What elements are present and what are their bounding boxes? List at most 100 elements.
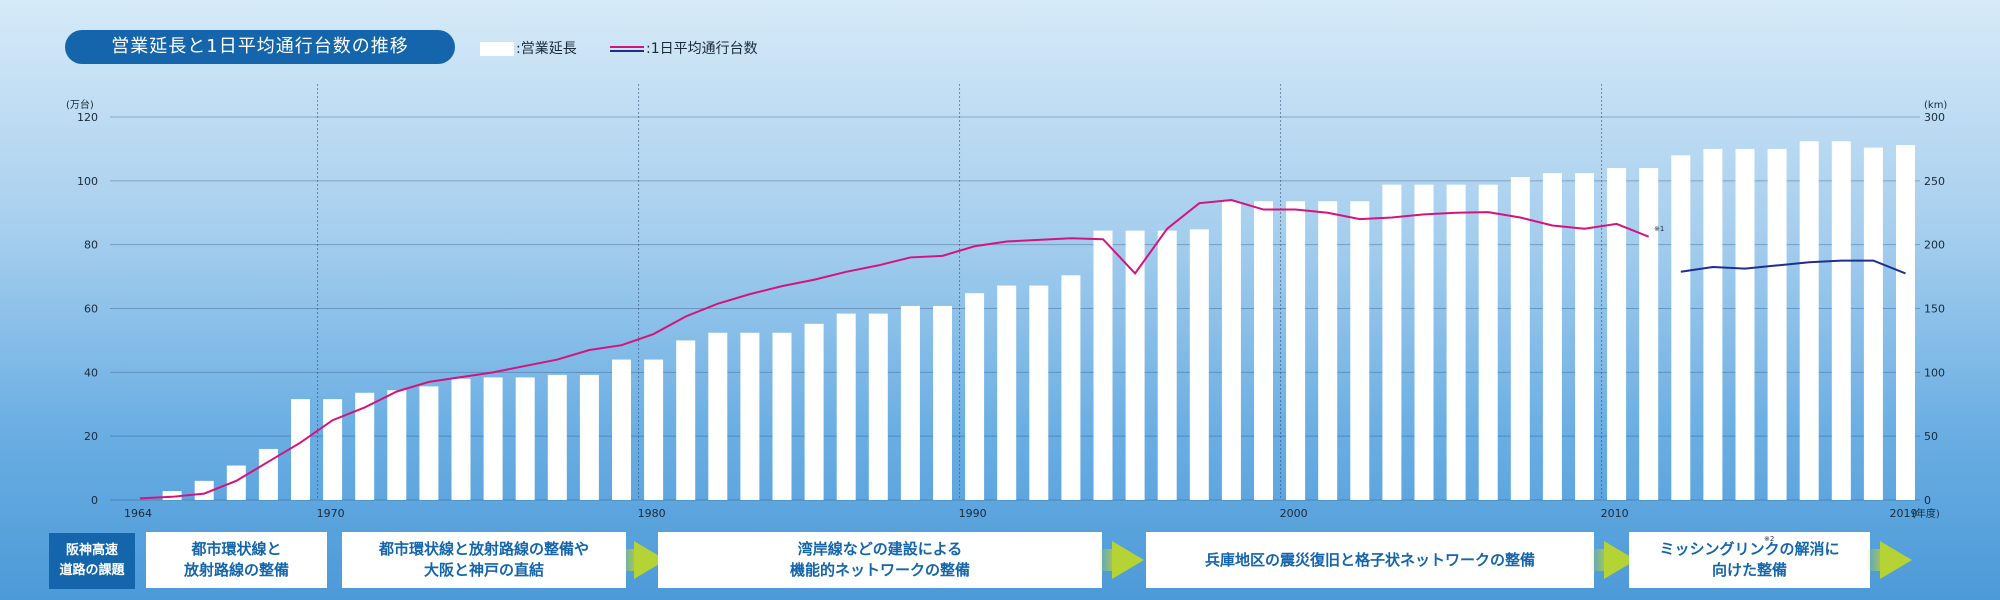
line-swatch-icon bbox=[610, 46, 644, 52]
bar bbox=[547, 374, 567, 500]
bar bbox=[1831, 141, 1851, 501]
bar bbox=[579, 374, 599, 500]
bar bbox=[1671, 155, 1691, 501]
legend-line: :1日平均通行台数 bbox=[610, 38, 758, 58]
bar bbox=[419, 386, 439, 500]
left-axis-tick-label: 120 bbox=[77, 111, 98, 124]
bar bbox=[194, 480, 214, 500]
x-axis-ticks: 1964 1970 1980 1990 2000 2010 2019 bbox=[124, 507, 1918, 520]
right-axis-tick-label: 250 bbox=[1924, 175, 1945, 188]
issues-label: 阪神高速 道路の課題 bbox=[49, 533, 135, 589]
bar bbox=[1125, 230, 1145, 500]
bar bbox=[515, 377, 535, 500]
x-axis-tick-label: 2019 bbox=[1890, 507, 1918, 520]
x-axis-tick-label: 2010 bbox=[1601, 507, 1629, 520]
x-axis-tick-label: 1970 bbox=[317, 507, 345, 520]
right-axis-tick-label: 150 bbox=[1924, 303, 1945, 316]
bar bbox=[226, 465, 246, 500]
bar bbox=[291, 399, 310, 500]
bar bbox=[1639, 168, 1659, 501]
bar bbox=[933, 305, 952, 500]
bar bbox=[740, 332, 760, 500]
bar bbox=[1799, 141, 1819, 501]
line-series-pre2011 bbox=[139, 198, 1650, 500]
bar bbox=[1478, 184, 1498, 500]
x-axis-tick-label: 1990 bbox=[959, 507, 987, 520]
left-axis-tick-label: 100 bbox=[77, 175, 98, 188]
bar bbox=[1767, 148, 1787, 500]
bar bbox=[1093, 230, 1113, 500]
chart-title: 営業延長と1日平均通行台数の推移 bbox=[65, 30, 455, 64]
bar bbox=[772, 332, 792, 500]
right-axis-tick-label: 300 bbox=[1924, 111, 1945, 124]
bar bbox=[387, 390, 407, 500]
right-axis-tick-label: 50 bbox=[1924, 430, 1938, 443]
bar bbox=[258, 448, 278, 500]
left-axis-tick-label: 60 bbox=[84, 303, 98, 316]
right-axis-tick-label: 200 bbox=[1924, 239, 1945, 252]
right-axis-ticks: 0 50 100 150 200 250 300 bbox=[1924, 111, 1945, 507]
left-axis-unit: (万台) bbox=[66, 98, 94, 111]
bar bbox=[1863, 147, 1883, 500]
bar bbox=[162, 491, 182, 500]
issue-arrow-2-icon bbox=[1112, 541, 1144, 579]
legend-bars: :営業延長 bbox=[480, 38, 577, 58]
bar bbox=[1029, 285, 1049, 500]
line-series-post2011 bbox=[1680, 259, 1906, 275]
bar bbox=[708, 332, 728, 500]
bar bbox=[483, 377, 503, 500]
line-series bbox=[139, 198, 1906, 500]
x-axis-tick-label: 1964 bbox=[124, 507, 152, 520]
right-axis-tick-label: 0 bbox=[1924, 494, 1931, 507]
bar bbox=[997, 285, 1017, 500]
bar bbox=[900, 305, 920, 500]
bar bbox=[676, 340, 696, 500]
bar bbox=[644, 359, 664, 500]
bar bbox=[1896, 145, 1915, 500]
left-axis-tick-label: 40 bbox=[84, 366, 98, 379]
bar bbox=[355, 392, 375, 500]
right-axis-unit: (km) bbox=[1924, 100, 1947, 111]
bar bbox=[1221, 201, 1241, 500]
x-axis-unit: (年度) bbox=[1912, 507, 1940, 520]
issue-box-5: ミッシングリンクの解消に 向けた整備 bbox=[1629, 532, 1870, 588]
issue-box-4: 兵庫地区の震災復旧と格子状ネットワークの整備 bbox=[1146, 532, 1594, 588]
x-axis-tick-label: 1980 bbox=[638, 507, 666, 520]
bar bbox=[1286, 201, 1306, 500]
bar bbox=[1189, 229, 1209, 500]
bar bbox=[1382, 184, 1402, 500]
bar bbox=[1350, 201, 1370, 500]
left-axis-tick-label: 0 bbox=[91, 494, 98, 507]
note-mark-1: ※1 bbox=[1654, 225, 1665, 233]
left-axis-tick-label: 20 bbox=[84, 430, 98, 443]
decade-lines bbox=[317, 84, 1603, 500]
right-axis-tick-label: 100 bbox=[1924, 366, 1945, 379]
bar-swatch-icon bbox=[480, 42, 514, 56]
issue-box-3: 湾岸線などの建設による 機能的ネットワークの整備 bbox=[658, 532, 1102, 588]
bar bbox=[451, 378, 471, 500]
bar bbox=[965, 293, 985, 500]
bar bbox=[612, 359, 631, 500]
bar bbox=[1318, 201, 1338, 500]
bar bbox=[1414, 184, 1434, 500]
issue-box-2: 都市環状線と放射路線の整備や 大阪と神戸の直結 bbox=[342, 532, 626, 588]
legend-bars-label: :営業延長 bbox=[516, 41, 577, 57]
bar bbox=[1703, 148, 1723, 500]
bar bbox=[804, 323, 824, 500]
legend-line-label: :1日平均通行台数 bbox=[646, 41, 758, 57]
note-mark-2: ※2 bbox=[1764, 535, 1775, 543]
issues-label-text: 阪神高速 道路の課題 bbox=[59, 543, 125, 578]
x-axis-tick-label: 2000 bbox=[1280, 507, 1308, 520]
bar bbox=[1735, 148, 1755, 500]
bars-series bbox=[162, 141, 1915, 501]
bar bbox=[1542, 173, 1562, 500]
bar bbox=[1607, 168, 1627, 501]
left-axis-tick-label: 80 bbox=[84, 239, 98, 252]
left-axis-ticks: 0 20 40 60 80 100 120 bbox=[77, 111, 98, 507]
issue-arrow-4-icon bbox=[1880, 541, 1912, 579]
bar bbox=[1157, 230, 1177, 500]
bar bbox=[868, 313, 888, 500]
bar bbox=[1254, 201, 1273, 500]
bar bbox=[323, 399, 343, 500]
